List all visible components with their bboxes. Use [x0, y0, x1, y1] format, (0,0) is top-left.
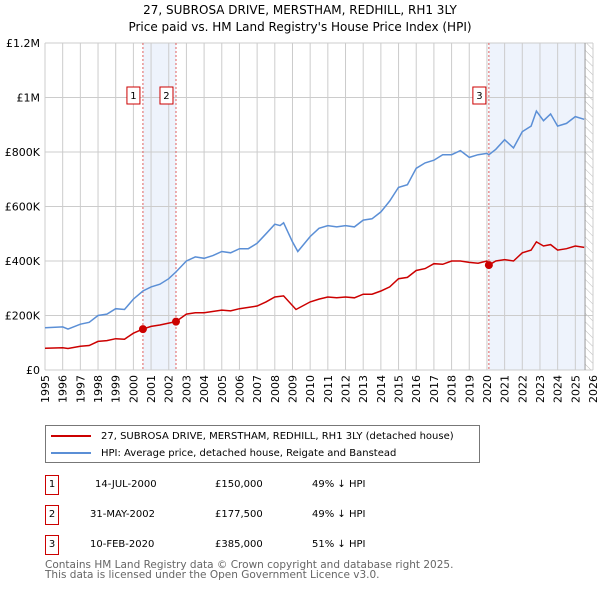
legend: 27, SUBROSA DRIVE, MERSTHAM, REDHILL, RH…: [45, 425, 480, 463]
transaction-date: 31-MAY-2002: [90, 509, 156, 520]
transaction-hpi-diff: 51% ↓ HPI: [312, 539, 366, 550]
sale-label-box: [472, 86, 487, 105]
x-tick-label: 2017: [428, 375, 441, 403]
x-tick-label: 2006: [233, 375, 246, 403]
x-tick-label: 2001: [145, 375, 158, 403]
sale-label-box: [159, 86, 174, 105]
transaction-price: £150,000: [215, 479, 263, 490]
y-tick-label: £1M: [17, 92, 41, 105]
y-tick-label: £1.2M: [6, 37, 40, 50]
legend-swatch-hpi: [51, 452, 91, 454]
x-tick-label: 2003: [180, 375, 193, 403]
x-tick-label: 2016: [410, 375, 423, 403]
transaction-date: 10-FEB-2020: [90, 539, 155, 550]
y-tick-label: £200K: [5, 310, 41, 323]
x-tick-label: 2010: [304, 375, 317, 403]
x-tick-label: 2009: [286, 375, 299, 403]
y-tick-label: £800K: [5, 146, 41, 159]
sale-point: [484, 261, 493, 270]
legend-item-property: 27, SUBROSA DRIVE, MERSTHAM, REDHILL, RH…: [51, 428, 454, 444]
legend-item-hpi: HPI: Average price, detached house, Reig…: [51, 445, 396, 461]
footer-copyright: Contains HM Land Registry data © Crown c…: [45, 559, 454, 571]
transaction-number: 3: [45, 535, 59, 555]
y-tick-label: £600K: [5, 201, 41, 214]
transaction-price: £385,000: [215, 539, 263, 550]
transaction-hpi-diff: 49% ↓ HPI: [312, 479, 366, 490]
x-tick-label: 1995: [39, 375, 52, 403]
sale-label: 3: [476, 91, 482, 102]
hpi-series-line: [44, 109, 585, 330]
sale-point: [171, 317, 180, 326]
chart-subtitle: Price paid vs. HM Land Registry's House …: [128, 20, 472, 34]
sale-label: 2: [163, 91, 169, 102]
x-tick-label: 1999: [110, 375, 123, 403]
x-tick-label: 2024: [552, 375, 565, 403]
x-tick-label: 2005: [216, 375, 229, 403]
transaction-row: 1 14-JUL-2000 £150,000 49% ↓ HPI: [45, 475, 545, 495]
x-tick-label: 2015: [393, 375, 406, 403]
sale-point: [138, 325, 147, 334]
y-tick-label: £400K: [5, 255, 41, 268]
x-tick-label: 2022: [516, 375, 529, 403]
x-tick-label: 2012: [340, 375, 353, 403]
transaction-price: £177,500: [215, 509, 263, 520]
x-tick-label: 1997: [74, 375, 87, 403]
x-tick-label: 2023: [534, 375, 547, 403]
y-tick-label: £0: [26, 364, 40, 377]
x-tick-label: 2007: [251, 375, 264, 403]
footer: Contains HM Land Registry data © Crown c…: [45, 559, 454, 581]
x-tick-label: 2021: [499, 375, 512, 403]
transaction-date: 14-JUL-2000: [95, 479, 157, 490]
x-tick-label: 2002: [163, 375, 176, 403]
x-tick-label: 2000: [127, 375, 140, 403]
x-tick-label: 2019: [463, 375, 476, 403]
transaction-row: 3 10-FEB-2020 £385,000 51% ↓ HPI: [45, 535, 545, 555]
chart-title: 27, SUBROSA DRIVE, MERSTHAM, REDHILL, RH…: [143, 3, 457, 17]
legend-label: 27, SUBROSA DRIVE, MERSTHAM, REDHILL, RH…: [101, 430, 454, 442]
x-tick-label: 1998: [92, 375, 105, 403]
x-tick-label: 2025: [569, 375, 582, 403]
x-tick-label: 2014: [375, 375, 388, 403]
transaction-number: 2: [45, 505, 59, 525]
legend-label: HPI: Average price, detached house, Reig…: [101, 447, 397, 459]
transaction-hpi-diff: 49% ↓ HPI: [312, 509, 366, 520]
sale-label: 1: [130, 91, 136, 102]
x-tick-label: 2020: [481, 375, 494, 403]
x-tick-label: 2008: [269, 375, 282, 403]
x-tick-label: 2013: [357, 375, 370, 403]
x-tick-label: 2026: [587, 375, 600, 403]
sale-label-box: [126, 86, 141, 105]
x-tick-label: 2011: [322, 375, 335, 403]
legend-swatch-property: [51, 435, 91, 437]
transaction-row: 2 31-MAY-2002 £177,500 49% ↓ HPI: [45, 505, 545, 525]
x-tick-label: 2004: [198, 375, 211, 403]
x-tick-label: 2018: [446, 375, 459, 403]
transaction-number: 1: [45, 475, 59, 495]
price-chart: 1995 1996 1997 1998 1999 2000 2001 2002 2003 2004…: [5, 37, 600, 403]
footer-licence: This data is licensed under the Open Gov…: [45, 569, 380, 581]
x-tick-label: 1996: [57, 375, 70, 403]
